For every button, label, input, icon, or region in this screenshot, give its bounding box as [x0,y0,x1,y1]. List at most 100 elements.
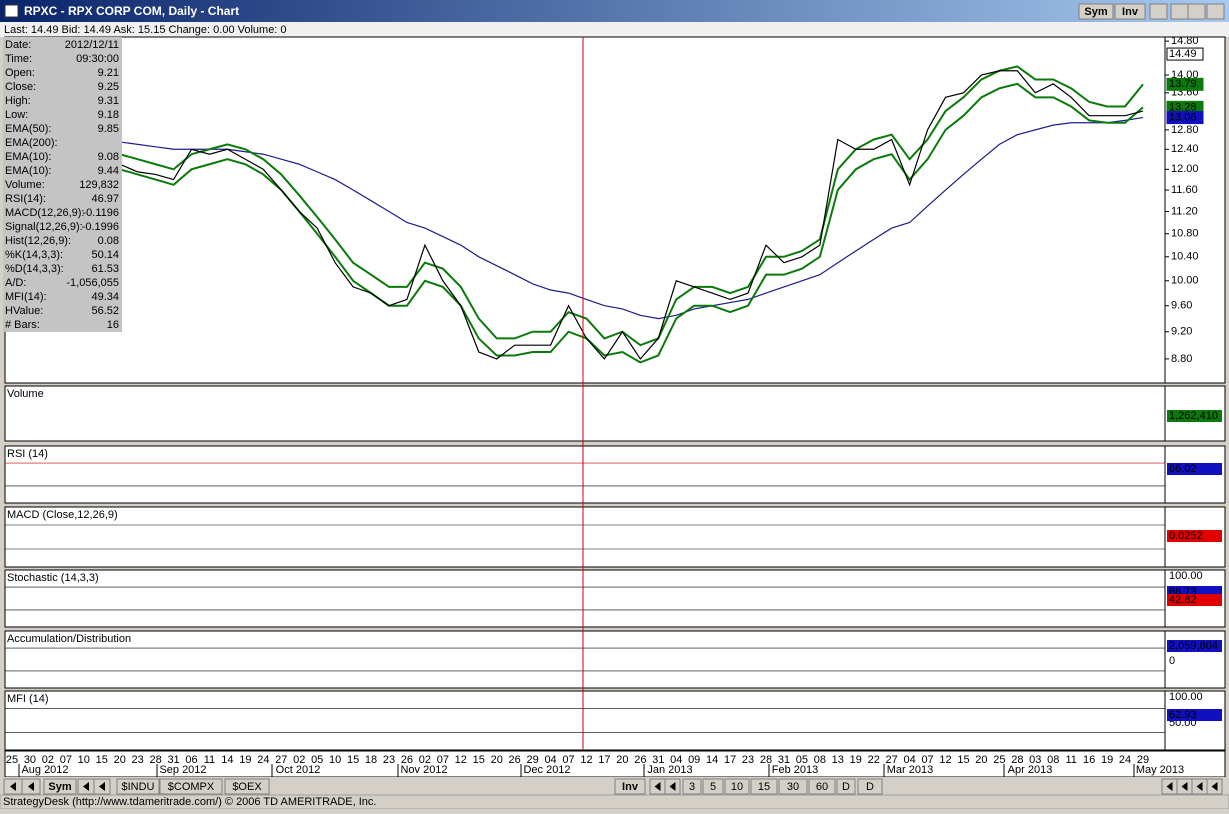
symbol-button[interactable] [224,778,270,795]
scroll-arrow [1166,782,1173,791]
panel [4,385,1226,442]
data-value: 2012/12/11 [65,39,119,51]
interval-button[interactable] [857,778,883,795]
indicator-panels: Volume 1,262,410 RSI (14) 66.02 MACD (Close,… [4,385,1226,751]
value-box [1167,463,1222,475]
interval-button[interactable] [724,778,750,795]
sym-button[interactable] [1078,3,1114,20]
scroll-arrow [83,782,89,791]
price-box-label: 13.28 [1169,101,1197,113]
interval-label: 30 [787,781,799,793]
data-value: -0.1996 [82,221,119,233]
popout-button[interactable] [1149,3,1168,20]
y-tick-label: 12.00 [1171,163,1199,175]
panel [4,569,1226,628]
price-box-label: 14.49 [1169,48,1197,60]
y-tick-label: 12.40 [1171,143,1199,155]
symbol-button[interactable] [159,778,223,795]
interval-button[interactable] [702,778,724,795]
data-value: 9.31 [98,95,119,107]
data-value: 61.53 [91,263,119,275]
interval-button[interactable] [778,778,808,795]
x-tick-label: 08 [814,754,826,766]
panel [4,506,1226,568]
data-value: 46.97 [91,193,119,205]
interval-button[interactable] [750,778,778,795]
x-tick-label: 28 [149,754,161,766]
x-tick-label: 18 [365,754,377,766]
inv-button[interactable] [1114,3,1146,20]
data-label: %D(14,3,3): [5,263,64,275]
x-tick-label: 10 [329,754,341,766]
month-label: Nov 2012 [400,764,447,776]
price-box-label: 13.79 [1169,78,1197,90]
x-tick-label: 25 [6,754,18,766]
panel-title: RSI (14) [7,448,48,460]
interval-button[interactable] [836,778,856,795]
sym-label: Sym [1084,6,1107,18]
data-value: 9.08 [98,151,119,163]
month-label: Mar 2013 [887,764,933,776]
symbol-button[interactable] [43,778,77,795]
x-tick-label: 07 [437,754,449,766]
x-tick-label: 04 [544,754,556,766]
x-tick-label: 10 [78,754,90,766]
y-tick-label: 10.00 [1171,275,1199,287]
interval-label: 15 [758,781,770,793]
inv-label: Inv [1122,6,1139,18]
panel-title: MFI (14) [7,693,49,705]
x-tick-label: 07 [562,754,574,766]
data-label: RSI(14): [5,193,46,205]
interval-label: D [842,781,850,793]
x-tick-label: 19 [850,754,862,766]
symbol-label: $COMPX [168,781,215,793]
interval-button[interactable] [682,778,702,795]
interval-button[interactable] [808,778,836,795]
x-tick-label: 05 [796,754,808,766]
minimize-button[interactable] [1170,3,1189,20]
data-label: A/D: [5,277,26,289]
interval-button[interactable] [614,778,646,795]
maximize-button[interactable] [1187,3,1206,20]
data-label: Time: [5,53,32,65]
symbol-button[interactable] [116,778,160,795]
price-box [1166,77,1204,91]
x-tick-label: 20 [114,754,126,766]
x-tick-label: 20 [491,754,503,766]
panel-title: Accumulation/Distribution [7,633,131,645]
x-tick-label: 20 [616,754,628,766]
x-tick-label: 29 [526,754,538,766]
scroll-arrow [1181,782,1188,791]
data-label: %K(14,3,3): [5,249,63,261]
interval-label: 10 [731,781,743,793]
data-label: EMA(10): [5,165,51,177]
y-tick-label: 9.60 [1171,300,1192,312]
interval-label: 60 [816,781,828,793]
x-tick-label: 04 [670,754,682,766]
value-box-label: 62.93 [1169,709,1197,721]
panel-title: MACD (Close,12,26,9) [7,509,118,521]
x-tick-label: 26 [401,754,413,766]
y-tick-label: 10.80 [1171,228,1199,240]
close-button[interactable] [1206,3,1225,20]
x-tick-label: 22 [868,754,880,766]
x-tick-label: 11 [204,754,215,766]
x-tick-label: 05 [311,754,323,766]
x-tick-label: 15 [347,754,359,766]
symbol-label: $OEX [232,781,262,793]
x-tick-label: 31 [167,754,179,766]
scroll-arrow [99,782,105,791]
x-tick-label: 08 [1047,754,1059,766]
y-tick-label: 9.20 [1171,326,1192,338]
data-label: High: [5,95,31,107]
month-label: Jan 2013 [647,764,692,776]
data-label: EMA(50): [5,123,51,135]
x-tick-label: 13 [832,754,844,766]
data-value: 16 [107,319,119,331]
data-label: MFI(14): [5,291,47,303]
panel [4,690,1226,751]
value-box-label: 1,262,410 [1169,410,1218,422]
data-label: Open: [5,67,35,79]
x-tick-label: 31 [778,754,790,766]
